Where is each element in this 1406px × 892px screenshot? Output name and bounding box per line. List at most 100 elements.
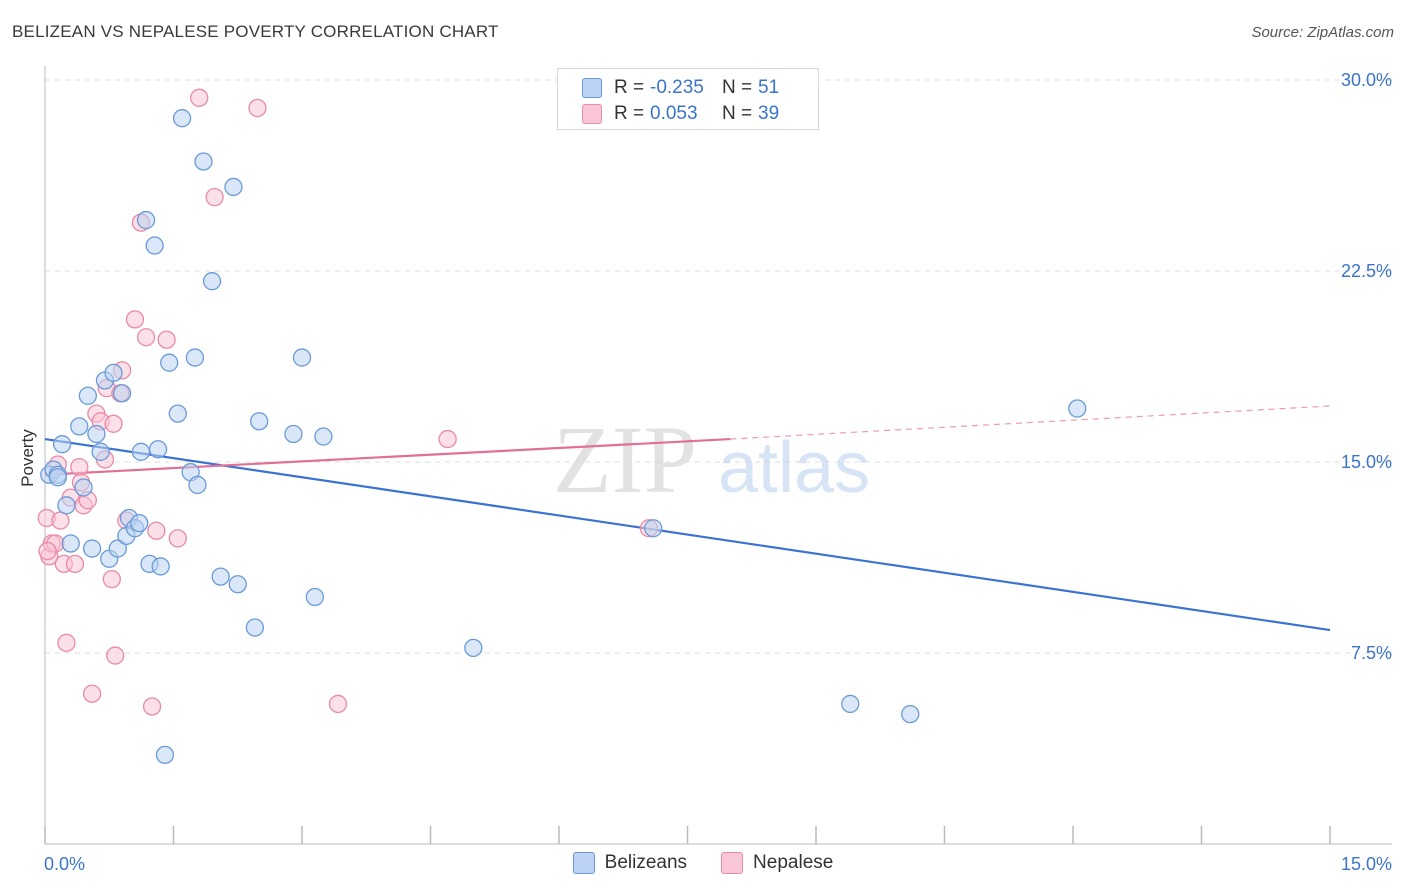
belizean-trend-line [44, 437, 1331, 632]
belizean-point [224, 177, 243, 197]
series-legend: Belizeans Nepalese [0, 852, 1406, 874]
belizean-point [82, 539, 102, 558]
belizean-point [136, 210, 156, 230]
belizean-point [104, 363, 123, 383]
belizean-point [52, 435, 72, 454]
belizean-point [168, 404, 187, 423]
y-tick-label: 7.5% [1351, 643, 1392, 663]
nepalese-point [70, 457, 89, 477]
y-tick-label: 30.0% [1341, 70, 1392, 90]
belizean-point [108, 539, 127, 558]
axes [44, 66, 1392, 845]
legend-n-value: 51 [758, 77, 780, 98]
nepalese-point [157, 330, 176, 349]
nepalese-point [82, 684, 102, 703]
watermark-atlas: atlas [718, 428, 870, 508]
belizean-point [194, 152, 213, 171]
belizean-point [87, 424, 106, 444]
nepalese-point [190, 88, 209, 107]
belizean-point [202, 272, 222, 291]
legend-swatch-nepalese [582, 104, 602, 124]
nepalese-point [38, 541, 57, 561]
belizean-point [228, 575, 247, 594]
legend-item-nepalese[interactable]: Nepalese [721, 852, 833, 874]
watermark-zip: ZIP [553, 406, 697, 513]
belizean-point [61, 534, 80, 553]
nepalese-point [102, 569, 121, 589]
x-tick-label: 0.0% [44, 854, 85, 874]
legend-r-value: -0.235 [650, 77, 704, 98]
belizean-point [78, 386, 97, 405]
grid-lines [45, 79, 1392, 654]
belizean-point [841, 694, 860, 714]
legend-swatch-belizeans [582, 78, 602, 98]
nepalese-trend-extension [730, 405, 1331, 440]
legend-r-label: R = [614, 77, 645, 98]
nepalese-point [51, 511, 70, 530]
belizean-point [148, 440, 168, 459]
belizean-point [131, 442, 151, 461]
y-tick-label: 15.0% [1341, 452, 1392, 472]
belizean-point [901, 704, 920, 724]
belizean-point [245, 618, 265, 637]
belizean-point [151, 557, 170, 576]
belizean-point [1068, 399, 1087, 418]
belizean-point [644, 519, 663, 538]
belizean-point [91, 442, 110, 461]
nepalese-point [438, 429, 457, 449]
belizean-point [314, 427, 333, 446]
belizean-point [211, 567, 230, 586]
nepalese-trend-line [44, 437, 731, 476]
belizean-point [155, 745, 175, 765]
belizean-point [145, 236, 164, 255]
trend-lines [44, 405, 1331, 632]
belizean-point [292, 348, 312, 367]
nepalese-point [65, 554, 85, 574]
legend-n-label: N = [722, 77, 753, 98]
legend-label-belizeans: Belizeans [604, 852, 688, 873]
nepalese-point [142, 697, 162, 716]
belizean-point [464, 638, 483, 658]
belizean-point [284, 424, 303, 444]
belizean-point [305, 587, 325, 607]
belizean-point [130, 513, 149, 533]
correlation-legend: R = -0.235 N = 51 R = 0.053 N = 39 [557, 68, 819, 130]
nepalese-point [328, 694, 348, 714]
legend-r-value: 0.053 [650, 103, 698, 124]
nepalese-point [205, 187, 224, 207]
legend-swatch-nepalese [721, 852, 744, 874]
nepalese-point [104, 414, 123, 433]
y-tick-label: 22.5% [1341, 261, 1392, 281]
legend-row-belizeans: R = -0.235 N = 51 [582, 75, 779, 101]
belizean-point [112, 384, 132, 403]
belizean-point [160, 353, 179, 372]
nepalese-point [168, 529, 187, 548]
nepalese-point [125, 310, 145, 329]
belizean-point [172, 109, 192, 128]
legend-item-belizeans[interactable]: Belizeans [572, 852, 688, 874]
belizean-point [250, 412, 269, 431]
nepalese-point [136, 328, 156, 347]
nepalese-point [248, 98, 267, 118]
belizean-point [48, 468, 67, 487]
belizean-point [70, 417, 89, 436]
tick-labels: 7.5% 15.0% 22.5% 30.0% 0.0% 15.0% [44, 70, 1392, 874]
belizean-point [57, 496, 76, 515]
nepalese-point [147, 521, 166, 540]
belizean-point [185, 348, 205, 367]
nepalese-point [57, 633, 76, 652]
x-tick-label: 15.0% [1341, 854, 1392, 874]
nepalese-point [106, 646, 125, 665]
legend-r-label: R = [614, 103, 645, 124]
chart-title: BELIZEAN VS NEPALESE POVERTY CORRELATION… [12, 22, 499, 41]
legend-n-value: 39 [758, 103, 780, 124]
data-points [37, 88, 1087, 765]
legend-swatch-belizeans [572, 852, 595, 874]
y-axis-label: Poverty [18, 429, 37, 487]
legend-label-nepalese: Nepalese [753, 852, 834, 873]
legend-n-label: N = [722, 103, 753, 124]
legend-row-nepalese: R = 0.053 N = 39 [582, 101, 779, 127]
belizean-point [188, 475, 207, 495]
source-label: Source: ZipAtlas.com [1251, 24, 1394, 41]
